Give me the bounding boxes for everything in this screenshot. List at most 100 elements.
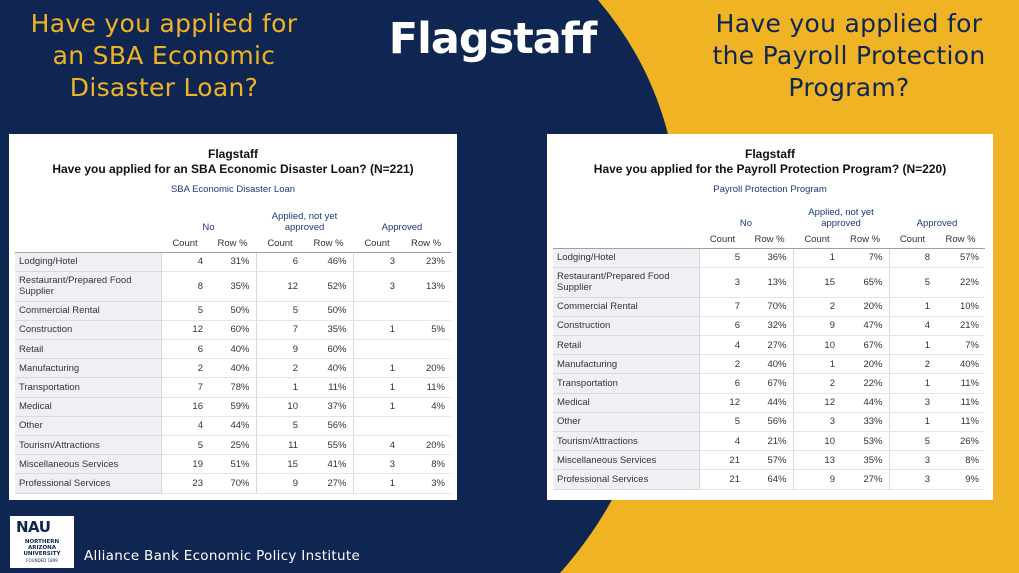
column-header: Row % (936, 232, 985, 249)
table-cell: 50% (304, 301, 353, 321)
table-row: Professional Services 21 64% 9 27% 3 9% (553, 469, 985, 490)
table-cell: 20% (841, 354, 889, 375)
table-cell: 25% (209, 435, 256, 456)
row-label: Construction (553, 316, 699, 337)
table-cell: 78% (209, 377, 256, 398)
table-cell: 2 (698, 354, 746, 375)
table-cell: 10 (792, 431, 841, 452)
table-cell: 21% (746, 431, 793, 452)
table-cell: 20% (401, 435, 451, 456)
table-cell: 7 (255, 320, 304, 341)
table-cell: 2 (160, 358, 209, 379)
table-cell: 56% (746, 412, 793, 433)
table-cell: 40% (304, 358, 353, 379)
column-header: Count (699, 232, 746, 249)
table-row: Other 5 56% 3 33% 1 11% (553, 412, 985, 433)
row-label: Retail (15, 339, 161, 360)
table-cell: 7% (841, 248, 889, 268)
table-row: Transportation 7 78% 1 11% 1 11% (15, 377, 451, 398)
table-cell: 3 (352, 252, 401, 272)
table-cell: 22% (936, 267, 985, 298)
table-cell: 2 (255, 358, 304, 379)
table-cell: 12 (698, 393, 746, 413)
group-header: Approved (381, 222, 423, 233)
table-cell: 64% (746, 469, 793, 490)
table-cell: 1 (792, 354, 841, 375)
group-header: Applied, not yet approved (271, 211, 338, 233)
row-label: Professional Services (553, 469, 699, 490)
table-variable-label: Payroll Protection Program (713, 184, 827, 195)
table-cell: 3 (352, 454, 401, 475)
table-cell (401, 339, 451, 360)
table-cell: 60% (209, 320, 256, 341)
table-cell (352, 339, 401, 360)
table-cell: 5 (160, 301, 209, 321)
table-cell: 10 (792, 335, 841, 356)
table-cell: 22% (841, 373, 889, 394)
page-title: Flagstaff (388, 14, 598, 64)
table-cell: 70% (746, 297, 793, 317)
table-row: Manufacturing 2 40% 2 40% 1 20% (15, 358, 451, 379)
row-label: Restaurant/Prepared Food Supplier (15, 271, 161, 302)
table-cell (401, 301, 451, 321)
table-row: Restaurant/Prepared Food Supplier 8 35% 12 5… (15, 271, 451, 302)
table-row: Construction 6 32% 9 47% 4 21% (553, 316, 985, 337)
table-title: Flagstaff (744, 147, 795, 161)
table-cell: 10 (255, 397, 304, 417)
column-header: Count (353, 236, 401, 253)
table-cell: 27% (746, 335, 793, 356)
table-cell: 9 (255, 339, 304, 360)
table-cell: 12 (792, 393, 841, 413)
table-cell: 35% (841, 450, 889, 471)
table-cell (352, 416, 401, 437)
table-cell: 23% (401, 252, 451, 272)
table-cell: 5 (698, 412, 746, 433)
logo-wordmark: NAU (16, 518, 51, 536)
column-header: Row % (401, 236, 451, 253)
row-label: Commercial Rental (553, 297, 699, 317)
table-cell: 21 (698, 469, 746, 490)
table-cell: 2 (888, 354, 936, 375)
table-cell: 6 (160, 339, 209, 360)
table-cell: 53% (841, 431, 889, 452)
table-cell: 33% (841, 412, 889, 433)
table-cell: 1 (352, 320, 401, 341)
table-cell: 3% (401, 473, 451, 494)
logo-line: ARIZONA (27, 545, 57, 551)
table-cell: 8% (401, 454, 451, 475)
table-cell: 27% (304, 473, 353, 494)
table-cell: 40% (209, 339, 256, 360)
table-cell: 27% (841, 469, 889, 490)
column-header: Count (256, 236, 304, 253)
table-cell: 20% (841, 297, 889, 317)
table-cell: 13% (401, 271, 451, 302)
row-label: Lodging/Hotel (15, 252, 161, 272)
column-header: Row % (209, 236, 256, 253)
row-label: Tourism/Attractions (553, 431, 699, 452)
table-cell: 12 (160, 320, 209, 341)
table-cell (401, 416, 451, 437)
table-cell: 5% (401, 320, 451, 341)
table-row: Transportation 6 67% 2 22% 1 11% (553, 373, 985, 394)
table-cell: 31% (209, 252, 256, 272)
row-label: Construction (15, 320, 161, 341)
table-row: Medical 16 59% 10 37% 1 4% (15, 397, 451, 417)
table-row: Commercial Rental 7 70% 2 20% 1 10% (553, 297, 985, 317)
table-cell: 2 (792, 297, 841, 317)
table-subtitle: Have you applied for the Payroll Protect… (593, 162, 947, 176)
table-title: Flagstaff (207, 147, 258, 161)
table-cell: 7% (936, 335, 985, 356)
table-cell: 1 (352, 397, 401, 417)
table-cell: 5 (698, 248, 746, 268)
table-cell: 52% (304, 271, 353, 302)
table-cell: 59% (209, 397, 256, 417)
table-cell: 67% (746, 373, 793, 394)
table-cell: 19 (160, 454, 209, 475)
row-label: Manufacturing (15, 358, 161, 379)
row-label: Lodging/Hotel (553, 248, 699, 268)
table-cell: 3 (352, 271, 401, 302)
column-header: Count (793, 232, 841, 249)
table-cell: 13% (746, 267, 793, 298)
logo-line: FOUNDED 1899 (26, 558, 58, 563)
row-label: Transportation (15, 377, 161, 398)
